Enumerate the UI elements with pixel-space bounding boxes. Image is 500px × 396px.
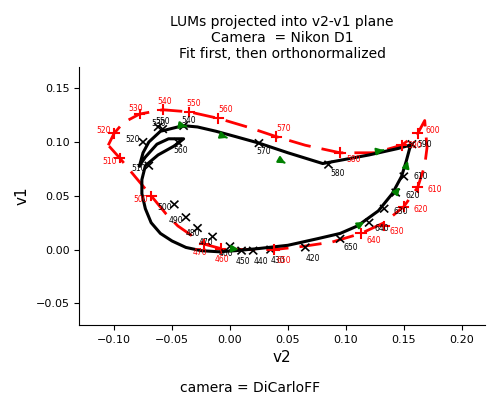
Text: 640: 640 [367,236,382,246]
Text: 460: 460 [215,255,230,264]
Text: 500: 500 [134,194,148,204]
Text: 570: 570 [276,124,291,133]
Text: camera = DiCarloFF: camera = DiCarloFF [180,381,320,395]
Text: 540: 540 [157,97,172,106]
Text: 600: 600 [426,126,440,135]
Text: 550: 550 [186,99,200,108]
Text: 510: 510 [132,164,146,173]
Text: 640: 640 [375,224,390,232]
Text: 530: 530 [151,119,166,128]
Text: 630: 630 [390,227,404,236]
Text: 550: 550 [156,117,170,126]
Text: 650: 650 [276,256,291,265]
Text: 470: 470 [193,248,208,257]
Text: 560: 560 [173,146,188,155]
Text: 440: 440 [253,257,268,266]
Text: 610: 610 [427,185,442,194]
Text: 630: 630 [394,208,408,217]
Text: 520: 520 [96,126,111,135]
Text: 520: 520 [126,135,140,145]
Text: 560: 560 [218,105,233,114]
X-axis label: v2: v2 [273,350,291,365]
Text: 620: 620 [405,191,419,200]
Text: 590: 590 [418,140,432,148]
Text: 530: 530 [128,104,142,113]
Text: 430: 430 [270,256,285,265]
Text: 460: 460 [218,249,233,259]
Text: 470: 470 [198,238,214,247]
Title: LUMs projected into v2-v1 plane
Camera  = Nikon D1
Fit first, then orthonormaliz: LUMs projected into v2-v1 plane Camera =… [170,15,394,61]
Text: 500: 500 [157,203,172,212]
Text: 610: 610 [413,172,428,181]
Text: 570: 570 [256,147,272,156]
Text: 480: 480 [186,229,200,238]
Text: 490: 490 [168,216,183,225]
Y-axis label: v1: v1 [15,187,30,205]
Text: 420: 420 [306,254,320,263]
Text: 510: 510 [102,157,117,166]
Text: 590: 590 [408,141,422,150]
Text: 580: 580 [331,169,345,178]
Text: 620: 620 [413,205,428,214]
Text: 540: 540 [182,116,196,125]
Text: 650: 650 [344,243,358,252]
Text: 580: 580 [346,155,360,164]
Text: 450: 450 [236,257,250,266]
